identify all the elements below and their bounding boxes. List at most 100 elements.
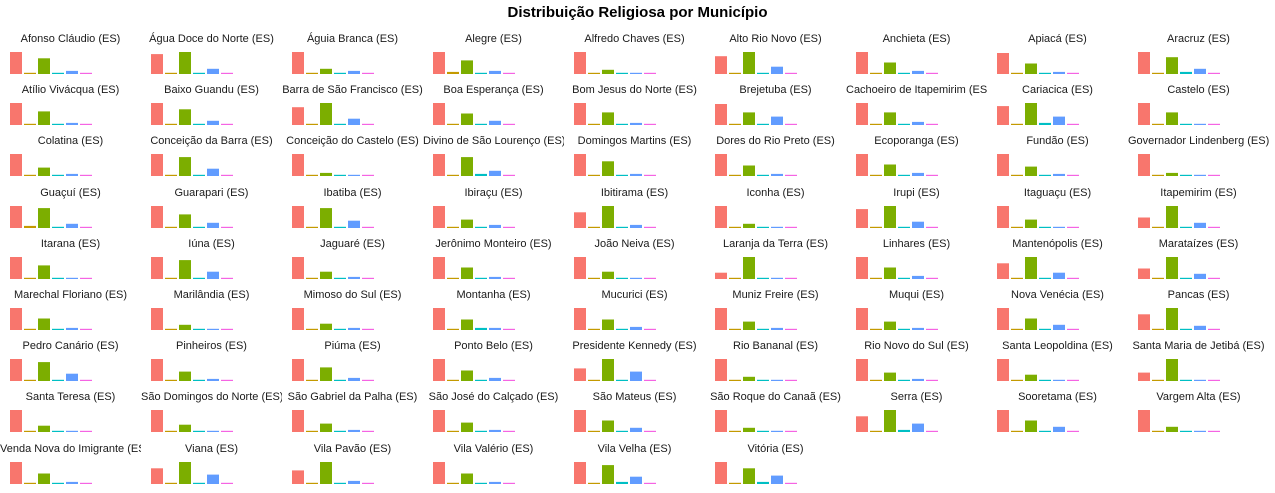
- facet-panel: Bom Jesus do Norte (ES): [564, 83, 705, 134]
- bar: [193, 72, 205, 74]
- bar: [52, 72, 64, 74]
- bar: [898, 226, 910, 228]
- facet-panel: Atílio Vivácqua (ES): [0, 83, 141, 134]
- bar: [165, 226, 177, 228]
- facet-title: Ecoporanga (ES): [874, 135, 959, 148]
- facet-bars: [151, 103, 233, 126]
- bar: [630, 72, 642, 74]
- facet-panel: Itarana (ES): [0, 237, 141, 288]
- bar: [588, 277, 600, 279]
- facet-title: Muniz Freire (ES): [732, 289, 819, 301]
- facet-title: Domingos Martins (ES): [577, 135, 692, 148]
- facet-panel: São Domingos do Norte (ES): [141, 390, 282, 441]
- facet-panel: Vila Valério (ES): [423, 442, 564, 493]
- bar: [306, 431, 318, 433]
- bar: [588, 379, 600, 382]
- bar: [644, 226, 656, 228]
- bar: [362, 328, 374, 330]
- bar: [66, 123, 78, 126]
- bar: [1208, 226, 1220, 228]
- bar: [1166, 427, 1178, 433]
- bar: [1039, 277, 1051, 279]
- bar: [912, 379, 924, 382]
- bar: [179, 425, 191, 433]
- bar: [912, 70, 924, 74]
- bar: [616, 481, 628, 484]
- facet-panel: Jerônimo Monteiro (ES): [423, 237, 564, 288]
- bar: [757, 226, 769, 228]
- bar: [475, 174, 487, 177]
- bar: [644, 72, 656, 74]
- bar: [729, 277, 741, 279]
- bar: [1067, 379, 1079, 382]
- facet-bars: [856, 256, 938, 279]
- bar: [66, 223, 78, 228]
- bar: [165, 431, 177, 433]
- bar: [80, 482, 92, 484]
- bar: [1053, 116, 1065, 126]
- bar: [870, 123, 882, 126]
- bar: [221, 431, 233, 433]
- facet-title: Conceição do Castelo (ES): [286, 135, 419, 148]
- facet-panel: Mimoso do Sul (ES): [282, 288, 423, 339]
- bar: [630, 476, 642, 484]
- bar: [221, 123, 233, 126]
- bar: [165, 175, 177, 177]
- bar: [1138, 217, 1150, 228]
- facet-title: Barra de São Francisco (ES): [282, 84, 423, 97]
- bar: [630, 277, 642, 279]
- bar: [66, 373, 78, 382]
- bar: [80, 379, 92, 382]
- facet-bars: [856, 359, 938, 382]
- facet-bars: [574, 461, 656, 484]
- bar: [1180, 123, 1192, 126]
- bar: [10, 103, 22, 126]
- bar: [503, 482, 515, 484]
- bar: [433, 52, 445, 74]
- facet-title: Ibatiba (ES): [323, 186, 382, 199]
- bar: [193, 123, 205, 126]
- facet-title: Rio Bananal (ES): [733, 340, 818, 353]
- bar: [10, 256, 22, 279]
- bar: [715, 272, 727, 279]
- bar: [870, 72, 882, 74]
- bar: [489, 430, 501, 433]
- bar: [66, 277, 78, 279]
- bar: [475, 277, 487, 279]
- bar: [1011, 431, 1023, 433]
- bar: [38, 58, 50, 74]
- facet-title: Divino de São Lourenço (ES): [423, 135, 564, 148]
- bar: [306, 72, 318, 74]
- bar: [884, 372, 896, 382]
- facet-bars: [856, 308, 938, 330]
- bar: [1152, 431, 1164, 433]
- bar: [1208, 277, 1220, 279]
- bar: [856, 416, 868, 433]
- facet-bars: [292, 154, 374, 177]
- facet-panel: Guaçuí (ES): [0, 186, 141, 237]
- bar: [870, 226, 882, 228]
- facet-panel: Águia Branca (ES): [282, 32, 423, 83]
- bar: [729, 431, 741, 433]
- bar: [334, 123, 346, 126]
- facet-panel: Apiacá (ES): [987, 32, 1128, 83]
- bar: [912, 275, 924, 279]
- bar: [292, 469, 304, 484]
- bar: [447, 482, 459, 484]
- bar: [602, 359, 614, 382]
- facet-panel: Santa Maria de Jetibá (ES): [1128, 339, 1269, 390]
- bar: [1025, 103, 1037, 126]
- bar: [1039, 328, 1051, 330]
- facet-title: Jerônimo Monteiro (ES): [435, 237, 552, 250]
- facet-panel: Boa Esperança (ES): [423, 83, 564, 134]
- facet-bars: [433, 154, 515, 177]
- bar: [926, 72, 938, 74]
- facet-panel: Vila Pavão (ES): [282, 442, 423, 493]
- facet-panel: Anchieta (ES): [846, 32, 987, 83]
- facet-bars: [715, 52, 797, 74]
- bar: [1166, 205, 1178, 228]
- bar: [771, 226, 783, 228]
- facet-panel: Brejetuba (ES): [705, 83, 846, 134]
- bar: [1166, 359, 1178, 382]
- facet-title: Presidente Kennedy (ES): [572, 340, 697, 353]
